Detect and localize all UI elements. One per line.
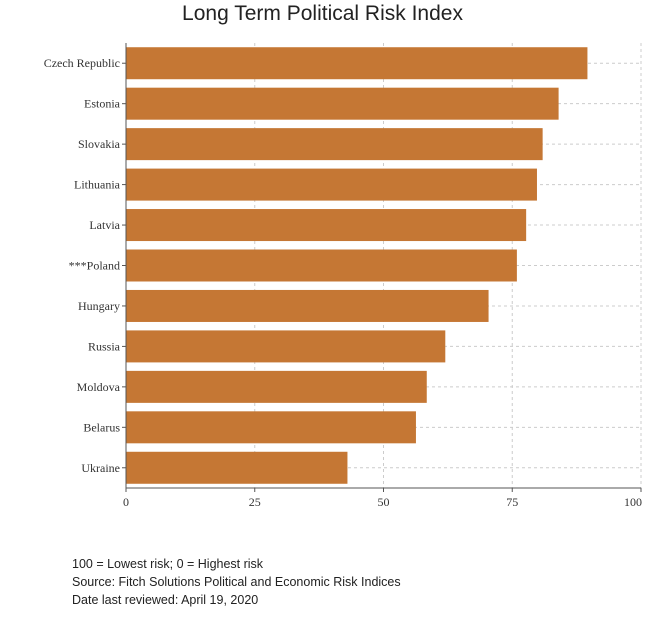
bar-6 (126, 289, 489, 322)
category-label-6: Hungary (78, 299, 120, 313)
category-label-5: ***Poland (69, 259, 120, 273)
bar-1 (126, 87, 559, 120)
bar-0 (126, 47, 588, 80)
bar-10 (126, 451, 348, 484)
x-tick-label-3: 75 (506, 495, 518, 509)
bar-3 (126, 168, 537, 201)
bar-8 (126, 370, 427, 403)
category-label-2: Slovakia (78, 137, 121, 151)
category-label-1: Estonia (84, 97, 121, 111)
x-tick-label-1: 25 (249, 495, 261, 509)
chart-title: Long Term Political Risk Index (182, 2, 463, 25)
bar-2 (126, 128, 543, 161)
bar-7 (126, 330, 446, 363)
bar-9 (126, 411, 416, 444)
bar-4 (126, 209, 527, 242)
category-labels: Czech Republic Estonia Slovakia Lithuania La… (44, 56, 126, 475)
x-tick-label-2: 50 (378, 495, 390, 509)
category-label-10: Ukraine (81, 461, 120, 475)
date-note: Date last reviewed: April 19, 2020 (72, 593, 259, 607)
bar-5 (126, 249, 517, 282)
x-tick-label-0: 0 (123, 495, 129, 509)
category-label-8: Moldova (77, 380, 121, 394)
bar-chart: Czech Republic Estonia Slovakia Lithuania La… (44, 43, 642, 509)
chart-notes: 100 = Lowest risk; 0 = Highest risk Sour… (72, 555, 401, 609)
x-axis: 0 25 50 75 100 (123, 43, 642, 509)
bars (126, 47, 588, 484)
category-label-4: Latvia (89, 218, 120, 232)
category-label-0: Czech Republic (44, 56, 120, 70)
category-label-9: Belarus (83, 420, 120, 434)
category-label-3: Lithuania (74, 178, 121, 192)
x-tick-label-4: 100 (624, 495, 642, 509)
category-label-7: Russia (88, 339, 121, 353)
source-note: Source: Fitch Solutions Political and Ec… (72, 575, 401, 589)
scale-note: 100 = Lowest risk; 0 = Highest risk (72, 557, 264, 571)
